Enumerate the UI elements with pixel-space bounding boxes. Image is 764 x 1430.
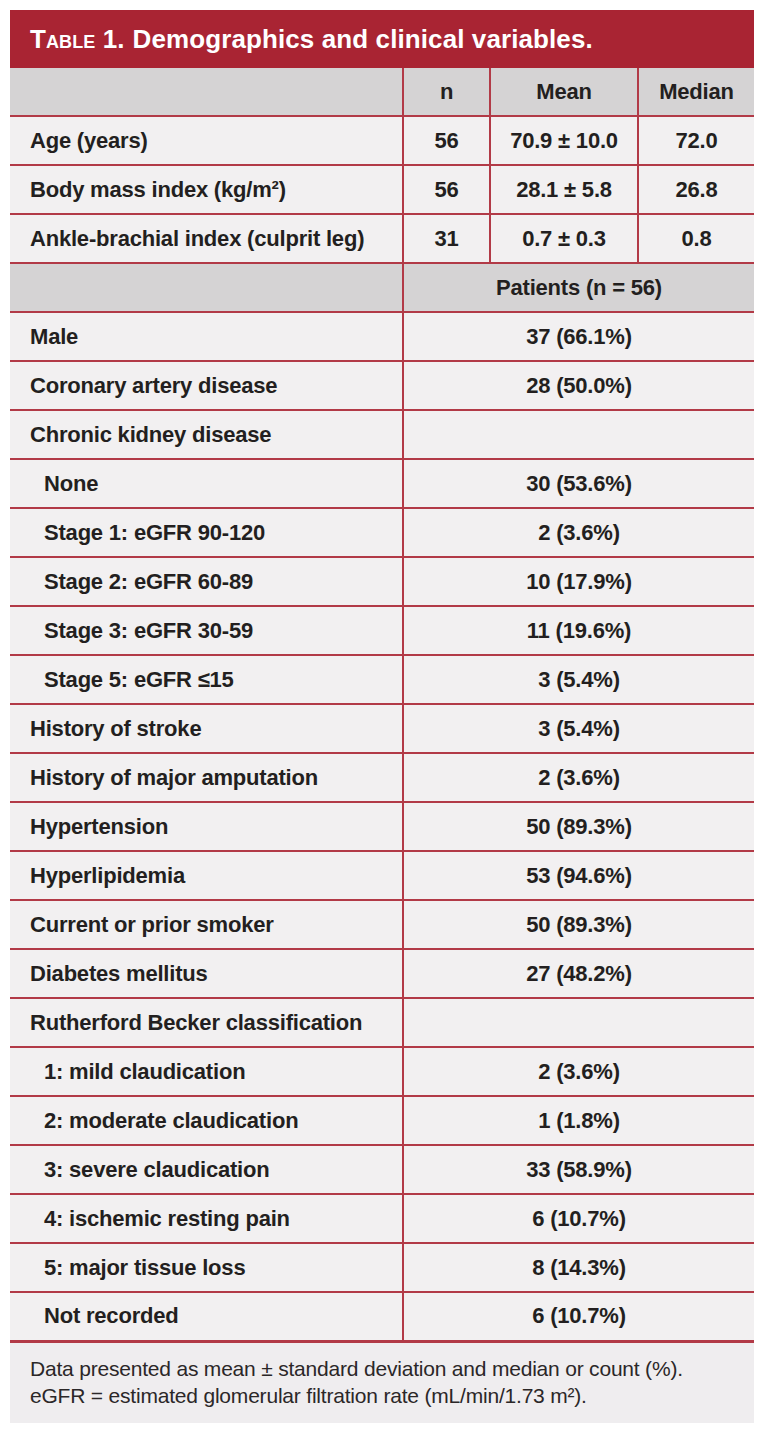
table-page: Table 1. Demographics and clinical varia… bbox=[0, 0, 764, 1430]
row-label: Chronic kidney disease bbox=[10, 410, 403, 459]
row-label: Diabetes mellitus bbox=[10, 949, 403, 998]
table-title-text: Demographics and clinical variables. bbox=[133, 24, 593, 55]
row-value: 10 (17.9%) bbox=[403, 557, 754, 606]
patients-header-row: Patients (n = 56) bbox=[10, 263, 754, 312]
table-row: 5: major tissue loss8 (14.3%) bbox=[10, 1243, 754, 1292]
patients-section: Patients (n = 56) bbox=[10, 263, 754, 312]
row-value: 3 (5.4%) bbox=[403, 655, 754, 704]
n-value: 31 bbox=[403, 214, 490, 263]
patient-rows: Male37 (66.1%)Coronary artery disease28 … bbox=[10, 312, 754, 1341]
table-row: Stage 5: eGFR ≤153 (5.4%) bbox=[10, 655, 754, 704]
row-value: 50 (89.3%) bbox=[403, 802, 754, 851]
row-value: 30 (53.6%) bbox=[403, 459, 754, 508]
table-row: 1: mild claudication2 (3.6%) bbox=[10, 1047, 754, 1096]
table-row: 3: severe claudication33 (58.9%) bbox=[10, 1145, 754, 1194]
col-header-n: n bbox=[403, 68, 490, 116]
row-label: Ankle-brachial index (culprit leg) bbox=[10, 214, 403, 263]
row-label: Not recorded bbox=[10, 1292, 403, 1341]
row-label: Rutherford Becker classification bbox=[10, 998, 403, 1047]
row-value: 3 (5.4%) bbox=[403, 704, 754, 753]
row-label: 2: moderate claudication bbox=[10, 1096, 403, 1145]
mean-value: 70.9 ± 10.0 bbox=[490, 116, 638, 165]
row-label: Male bbox=[10, 312, 403, 361]
row-value: 6 (10.7%) bbox=[403, 1292, 754, 1341]
row-value: 2 (3.6%) bbox=[403, 753, 754, 802]
corner-cell bbox=[10, 68, 403, 116]
mean-value: 0.7 ± 0.3 bbox=[490, 214, 638, 263]
row-value: 33 (58.9%) bbox=[403, 1145, 754, 1194]
row-label: 1: mild claudication bbox=[10, 1047, 403, 1096]
table-row: 4: ischemic resting pain6 (10.7%) bbox=[10, 1194, 754, 1243]
col-header-median: Median bbox=[638, 68, 754, 116]
row-label: History of major amputation bbox=[10, 753, 403, 802]
row-label: History of stroke bbox=[10, 704, 403, 753]
row-value: 27 (48.2%) bbox=[403, 949, 754, 998]
row-label: Stage 5: eGFR ≤15 bbox=[10, 655, 403, 704]
row-value: 53 (94.6%) bbox=[403, 851, 754, 900]
row-label: 4: ischemic resting pain bbox=[10, 1194, 403, 1243]
table-row: None30 (53.6%) bbox=[10, 459, 754, 508]
row-label: Hyperlipidemia bbox=[10, 851, 403, 900]
mean-value: 28.1 ± 5.8 bbox=[490, 165, 638, 214]
n-value: 56 bbox=[403, 165, 490, 214]
table-row: Age (years)5670.9 ± 10.072.0 bbox=[10, 116, 754, 165]
row-label: 5: major tissue loss bbox=[10, 1243, 403, 1292]
row-label: Current or prior smoker bbox=[10, 900, 403, 949]
col-header-mean: Mean bbox=[490, 68, 638, 116]
row-value bbox=[403, 998, 754, 1047]
column-header: n Mean Median bbox=[10, 68, 754, 116]
table-row: Ankle-brachial index (culprit leg)310.7 … bbox=[10, 214, 754, 263]
row-value: 11 (19.6%) bbox=[403, 606, 754, 655]
median-value: 0.8 bbox=[638, 214, 754, 263]
table-row: History of major amputation2 (3.6%) bbox=[10, 753, 754, 802]
table-row: Body mass index (kg/m²)5628.1 ± 5.826.8 bbox=[10, 165, 754, 214]
patients-header-cell: Patients (n = 56) bbox=[403, 263, 754, 312]
median-value: 72.0 bbox=[638, 116, 754, 165]
row-value: 37 (66.1%) bbox=[403, 312, 754, 361]
table-row: Chronic kidney disease bbox=[10, 410, 754, 459]
table-row: Not recorded6 (10.7%) bbox=[10, 1292, 754, 1341]
table-row: Current or prior smoker50 (89.3%) bbox=[10, 900, 754, 949]
demographics-table: n Mean Median Age (years)5670.9 ± 10.072… bbox=[10, 68, 754, 1343]
row-label: 3: severe claudication bbox=[10, 1145, 403, 1194]
row-label: Stage 2: eGFR 60-89 bbox=[10, 557, 403, 606]
row-label: None bbox=[10, 459, 403, 508]
row-value bbox=[403, 410, 754, 459]
table-number-label: Table 1. bbox=[30, 24, 125, 55]
row-label: Body mass index (kg/m²) bbox=[10, 165, 403, 214]
row-value: 2 (3.6%) bbox=[403, 1047, 754, 1096]
row-label: Coronary artery disease bbox=[10, 361, 403, 410]
row-value: 28 (50.0%) bbox=[403, 361, 754, 410]
table-row: Stage 3: eGFR 30-5911 (19.6%) bbox=[10, 606, 754, 655]
column-header-row: n Mean Median bbox=[10, 68, 754, 116]
table-row: Rutherford Becker classification bbox=[10, 998, 754, 1047]
row-value: 1 (1.8%) bbox=[403, 1096, 754, 1145]
row-label: Hypertension bbox=[10, 802, 403, 851]
table-row: Stage 2: eGFR 60-8910 (17.9%) bbox=[10, 557, 754, 606]
footnote-line-2: eGFR = estimated glomerular filtration r… bbox=[30, 1382, 734, 1409]
table-title-bar: Table 1. Demographics and clinical varia… bbox=[10, 10, 754, 68]
median-value: 26.8 bbox=[638, 165, 754, 214]
row-label: Age (years) bbox=[10, 116, 403, 165]
row-value: 6 (10.7%) bbox=[403, 1194, 754, 1243]
row-label: Stage 3: eGFR 30-59 bbox=[10, 606, 403, 655]
table-row: Stage 1: eGFR 90-1202 (3.6%) bbox=[10, 508, 754, 557]
table-row: Hyperlipidemia53 (94.6%) bbox=[10, 851, 754, 900]
row-label: Stage 1: eGFR 90-120 bbox=[10, 508, 403, 557]
row-value: 50 (89.3%) bbox=[403, 900, 754, 949]
row-value: 8 (14.3%) bbox=[403, 1243, 754, 1292]
table-row: 2: moderate claudication1 (1.8%) bbox=[10, 1096, 754, 1145]
n-value: 56 bbox=[403, 116, 490, 165]
table-row: History of stroke3 (5.4%) bbox=[10, 704, 754, 753]
table-row: Male37 (66.1%) bbox=[10, 312, 754, 361]
row-value: 2 (3.6%) bbox=[403, 508, 754, 557]
table-row: Diabetes mellitus27 (48.2%) bbox=[10, 949, 754, 998]
table-row: Hypertension50 (89.3%) bbox=[10, 802, 754, 851]
stat-rows: Age (years)5670.9 ± 10.072.0Body mass in… bbox=[10, 116, 754, 263]
table-footnote: Data presented as mean ± standard deviat… bbox=[10, 1343, 754, 1423]
footnote-line-1: Data presented as mean ± standard deviat… bbox=[30, 1355, 734, 1382]
patients-header-empty-cell bbox=[10, 263, 403, 312]
table-row: Coronary artery disease28 (50.0%) bbox=[10, 361, 754, 410]
